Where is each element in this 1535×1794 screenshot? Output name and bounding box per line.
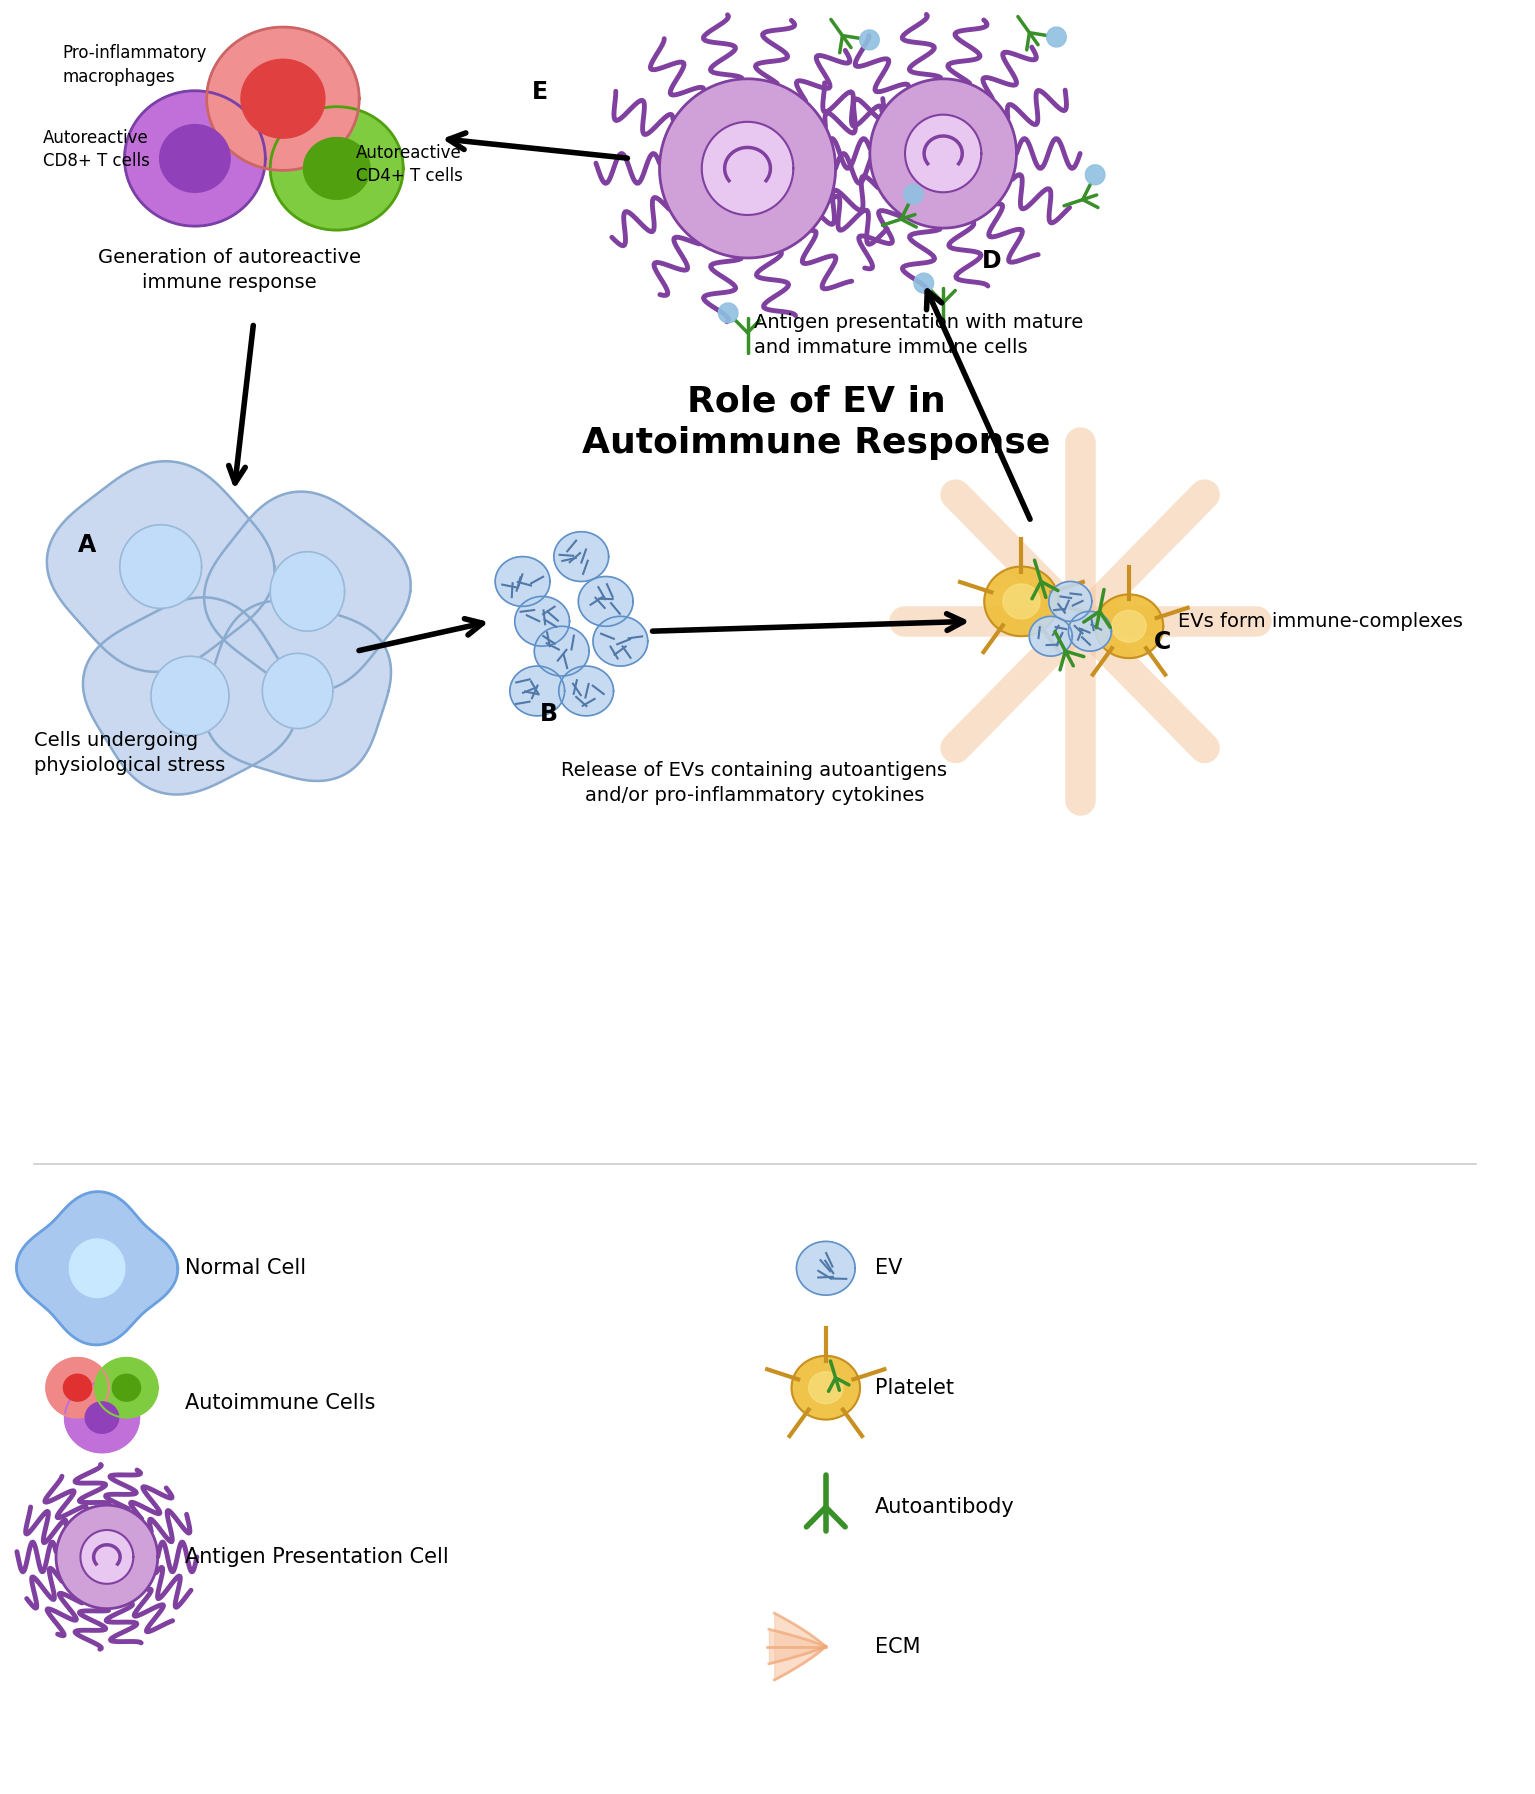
- Polygon shape: [510, 666, 565, 716]
- Polygon shape: [906, 115, 981, 192]
- Polygon shape: [792, 1356, 860, 1419]
- Polygon shape: [554, 531, 609, 581]
- Polygon shape: [17, 1191, 178, 1346]
- Text: Antigen Presentation Cell: Antigen Presentation Cell: [186, 1546, 448, 1566]
- Polygon shape: [701, 122, 794, 215]
- Polygon shape: [913, 273, 933, 292]
- Polygon shape: [1068, 612, 1111, 651]
- Polygon shape: [860, 30, 880, 50]
- Polygon shape: [69, 1240, 124, 1297]
- Polygon shape: [1047, 27, 1067, 47]
- Polygon shape: [120, 524, 201, 608]
- Polygon shape: [797, 1241, 855, 1295]
- Polygon shape: [204, 601, 391, 780]
- Polygon shape: [870, 79, 1016, 228]
- Polygon shape: [64, 1383, 140, 1453]
- Text: Generation of autoreactive
immune response: Generation of autoreactive immune respon…: [98, 248, 361, 292]
- Polygon shape: [63, 1374, 92, 1401]
- Polygon shape: [80, 1530, 134, 1584]
- Polygon shape: [207, 27, 359, 170]
- Polygon shape: [204, 601, 391, 780]
- Text: EVs form immune-complexes: EVs form immune-complexes: [1177, 612, 1463, 631]
- Text: C: C: [1153, 630, 1171, 655]
- Polygon shape: [83, 597, 298, 795]
- Text: Platelet: Platelet: [875, 1378, 953, 1398]
- Text: Autoreactive
CD4+ T cells: Autoreactive CD4+ T cells: [356, 144, 464, 185]
- Polygon shape: [496, 556, 550, 606]
- Polygon shape: [579, 576, 632, 626]
- Polygon shape: [1030, 617, 1073, 657]
- Polygon shape: [241, 59, 325, 138]
- Polygon shape: [660, 79, 835, 258]
- Text: Normal Cell: Normal Cell: [186, 1258, 307, 1279]
- Polygon shape: [1085, 165, 1105, 185]
- Polygon shape: [48, 461, 275, 671]
- Polygon shape: [270, 106, 404, 230]
- Polygon shape: [1111, 610, 1147, 642]
- Text: B: B: [540, 701, 559, 727]
- Polygon shape: [124, 91, 266, 226]
- Polygon shape: [718, 303, 738, 323]
- Polygon shape: [1048, 581, 1091, 621]
- Text: A: A: [78, 533, 95, 556]
- Polygon shape: [95, 1358, 158, 1417]
- Text: Cells undergoing
physiological stress: Cells undergoing physiological stress: [34, 730, 224, 775]
- Text: Autoantibody: Autoantibody: [875, 1498, 1015, 1518]
- Polygon shape: [150, 657, 229, 736]
- Text: Antigen presentation with mature
and immature immune cells: Antigen presentation with mature and imm…: [754, 312, 1084, 357]
- Polygon shape: [83, 597, 298, 795]
- Text: ECM: ECM: [875, 1636, 919, 1656]
- Polygon shape: [55, 1505, 158, 1609]
- Polygon shape: [204, 492, 411, 691]
- Polygon shape: [204, 492, 411, 691]
- Text: Release of EVs containing autoantigens
and/or pro-inflammatory cytokines: Release of EVs containing autoantigens a…: [562, 761, 947, 806]
- Polygon shape: [46, 1358, 109, 1417]
- Polygon shape: [809, 1372, 843, 1403]
- Text: Autoimmune Cells: Autoimmune Cells: [186, 1392, 376, 1412]
- Polygon shape: [559, 666, 614, 716]
- Polygon shape: [262, 653, 333, 728]
- Text: D: D: [982, 249, 1002, 273]
- Text: EV: EV: [875, 1258, 903, 1279]
- Polygon shape: [160, 124, 230, 192]
- Polygon shape: [112, 1374, 141, 1401]
- Polygon shape: [593, 617, 648, 666]
- Text: Role of EV in
Autoimmune Response: Role of EV in Autoimmune Response: [582, 384, 1050, 461]
- Polygon shape: [270, 553, 344, 631]
- Polygon shape: [514, 596, 569, 646]
- Text: Autoreactive
CD8+ T cells: Autoreactive CD8+ T cells: [43, 129, 150, 170]
- Polygon shape: [534, 626, 589, 676]
- Polygon shape: [86, 1401, 118, 1433]
- Polygon shape: [1094, 594, 1164, 658]
- Text: E: E: [533, 79, 548, 104]
- Polygon shape: [1002, 585, 1041, 619]
- Polygon shape: [304, 138, 370, 199]
- Polygon shape: [904, 185, 923, 205]
- Polygon shape: [984, 567, 1059, 637]
- Polygon shape: [48, 461, 275, 671]
- Text: Pro-inflammatory
macrophages: Pro-inflammatory macrophages: [63, 45, 207, 86]
